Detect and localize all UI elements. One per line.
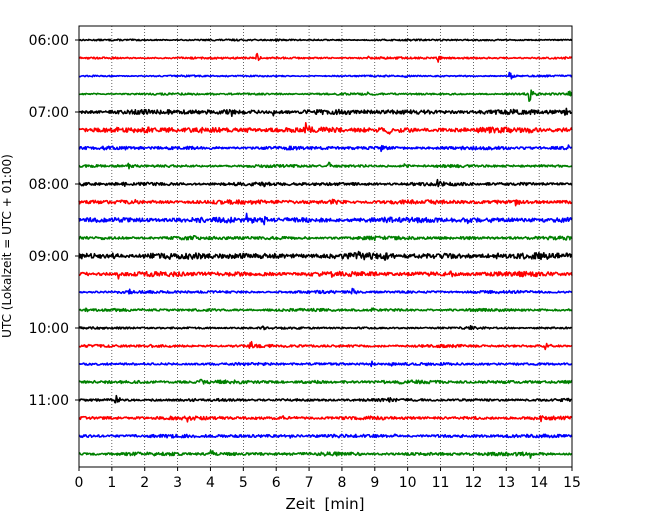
trace-line-0615 bbox=[78, 52, 573, 63]
y-tick-label: 09:00 bbox=[29, 249, 69, 265]
trace-line-0945 bbox=[78, 307, 573, 313]
x-tick-label: 13 bbox=[497, 475, 515, 491]
trace-line-0900 bbox=[78, 250, 573, 261]
trace-line-1030 bbox=[78, 360, 573, 368]
y-tick-label: 11:00 bbox=[29, 393, 69, 409]
trace-line-1045 bbox=[78, 378, 573, 385]
seismic-traces bbox=[78, 38, 573, 459]
x-tick-label: 9 bbox=[370, 475, 379, 491]
x-tick-label: 7 bbox=[305, 475, 314, 491]
y-tick-label: 10:00 bbox=[29, 321, 69, 337]
x-tick-label: 15 bbox=[563, 475, 581, 491]
y-tick-label: 06:00 bbox=[29, 33, 69, 49]
x-tick-label: 12 bbox=[464, 475, 482, 491]
x-axis-ticks: 0 1 2 3 4 5 6 7 8 9 10 11 12 13 14 15 bbox=[75, 467, 581, 491]
trace-line-1115 bbox=[78, 415, 573, 423]
trace-line-0845 bbox=[78, 234, 573, 242]
trace-line-0730 bbox=[78, 144, 573, 153]
trace-line-0830 bbox=[78, 212, 573, 226]
trace-line-1000 bbox=[78, 324, 573, 331]
trace-line-0645 bbox=[78, 89, 573, 103]
trace-line-0915 bbox=[78, 270, 573, 280]
x-tick-label: 14 bbox=[530, 475, 548, 491]
y-tick-label: 07:00 bbox=[29, 105, 69, 121]
trace-line-1130 bbox=[78, 433, 573, 439]
trace-line-1015 bbox=[78, 340, 573, 351]
y-axis-ticks: 06:00 07:00 08:00 09:00 10:00 11:00 bbox=[29, 33, 79, 409]
trace-line-0800 bbox=[78, 178, 573, 188]
x-axis-label: Zeit [min] bbox=[285, 495, 364, 513]
x-tick-label: 0 bbox=[75, 475, 84, 491]
trace-line-1100 bbox=[78, 394, 573, 404]
x-tick-label: 8 bbox=[337, 475, 346, 491]
x-tick-label: 1 bbox=[107, 475, 116, 491]
x-tick-label: 2 bbox=[140, 475, 149, 491]
y-tick-label: 08:00 bbox=[29, 177, 69, 193]
x-tick-label: 3 bbox=[173, 475, 182, 491]
x-tick-label: 11 bbox=[432, 475, 450, 491]
trace-line-1145 bbox=[78, 449, 573, 459]
trace-line-0815 bbox=[78, 198, 573, 207]
x-tick-label: 5 bbox=[239, 475, 248, 491]
x-tick-label: 10 bbox=[399, 475, 417, 491]
trace-line-0700 bbox=[78, 107, 573, 118]
x-tick-label: 6 bbox=[272, 475, 281, 491]
trace-line-0745 bbox=[78, 161, 573, 170]
y-axis-label: UTC (Lokalzeit = UTC + 01:00) bbox=[0, 154, 14, 338]
plot-frame bbox=[78, 25, 573, 468]
trace-line-0930 bbox=[78, 287, 573, 295]
trace-line-0715 bbox=[78, 122, 573, 135]
trace-line-0600 bbox=[78, 38, 573, 43]
trace-line-0630 bbox=[78, 71, 573, 80]
x-tick-label: 4 bbox=[206, 475, 215, 491]
